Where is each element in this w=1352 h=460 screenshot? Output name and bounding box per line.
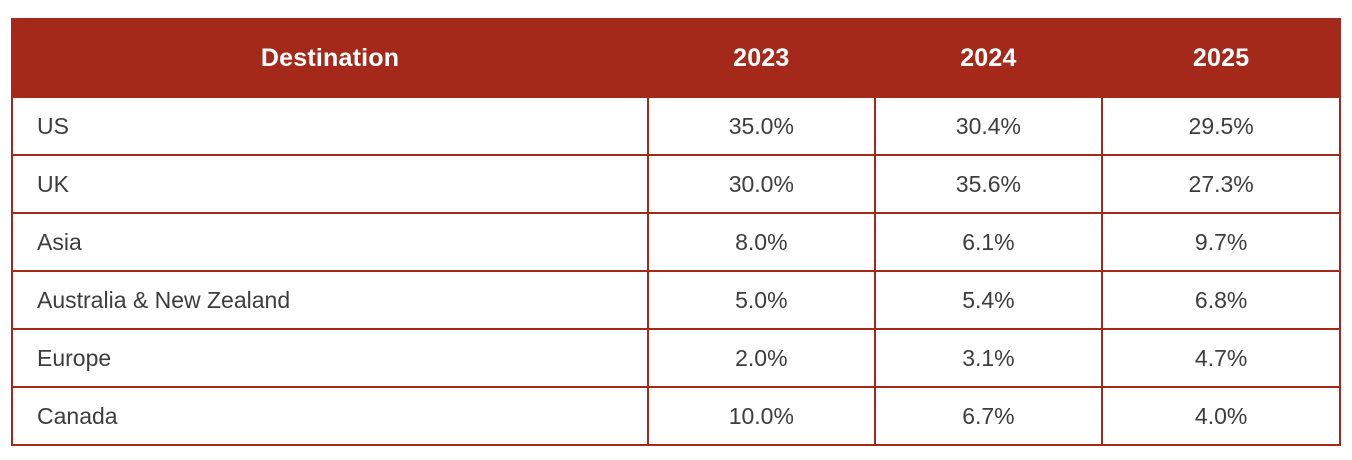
- table-row-canada: Canada 10.0% 6.7% 4.0%: [10, 386, 1341, 446]
- table-row-asia: Asia 8.0% 6.1% 9.7%: [10, 212, 1341, 272]
- table-row-us: US 35.0% 30.4% 29.5%: [10, 96, 1341, 156]
- header-cell-2025: 2025: [1101, 18, 1341, 98]
- value-cell-2023: 5.0%: [647, 270, 876, 330]
- header-cell-2024: 2024: [873, 18, 1104, 98]
- value-cell-2025: 27.3%: [1101, 154, 1341, 214]
- destination-table: Destination 2023 2024 2025 US 35.0% 30.4…: [10, 18, 1341, 446]
- table-row-uk: UK 30.0% 35.6% 27.3%: [10, 154, 1341, 214]
- value-cell-2023: 8.0%: [647, 212, 876, 272]
- header-cell-destination: Destination: [10, 18, 650, 98]
- value-cell-2025: 9.7%: [1101, 212, 1341, 272]
- value-cell-2023: 35.0%: [647, 96, 876, 156]
- value-cell-2023: 30.0%: [647, 154, 876, 214]
- header-row: Destination 2023 2024 2025: [10, 18, 1341, 98]
- header-cell-2023: 2023: [647, 18, 876, 98]
- value-cell-2025: 6.8%: [1101, 270, 1341, 330]
- table-header: Destination 2023 2024 2025: [10, 18, 1341, 98]
- value-cell-2025: 29.5%: [1101, 96, 1341, 156]
- value-cell-2024: 5.4%: [873, 270, 1104, 330]
- destination-cell: Asia: [10, 212, 650, 272]
- value-cell-2024: 30.4%: [873, 96, 1104, 156]
- table-row-australia-nz: Australia & New Zealand 5.0% 5.4% 6.8%: [10, 270, 1341, 330]
- value-cell-2023: 10.0%: [647, 386, 876, 446]
- destination-table-container: Destination 2023 2024 2025 US 35.0% 30.4…: [10, 18, 1341, 446]
- table-row-europe: Europe 2.0% 3.1% 4.7%: [10, 328, 1341, 388]
- value-cell-2024: 35.6%: [873, 154, 1104, 214]
- value-cell-2023: 2.0%: [647, 328, 876, 388]
- value-cell-2025: 4.7%: [1101, 328, 1341, 388]
- table-body: US 35.0% 30.4% 29.5% UK 30.0% 35.6% 27.3…: [10, 96, 1341, 446]
- value-cell-2025: 4.0%: [1101, 386, 1341, 446]
- value-cell-2024: 6.1%: [873, 212, 1104, 272]
- destination-cell: UK: [10, 154, 650, 214]
- destination-cell: Canada: [10, 386, 650, 446]
- destination-cell: US: [10, 96, 650, 156]
- destination-cell: Europe: [10, 328, 650, 388]
- value-cell-2024: 6.7%: [873, 386, 1104, 446]
- value-cell-2024: 3.1%: [873, 328, 1104, 388]
- destination-cell: Australia & New Zealand: [10, 270, 650, 330]
